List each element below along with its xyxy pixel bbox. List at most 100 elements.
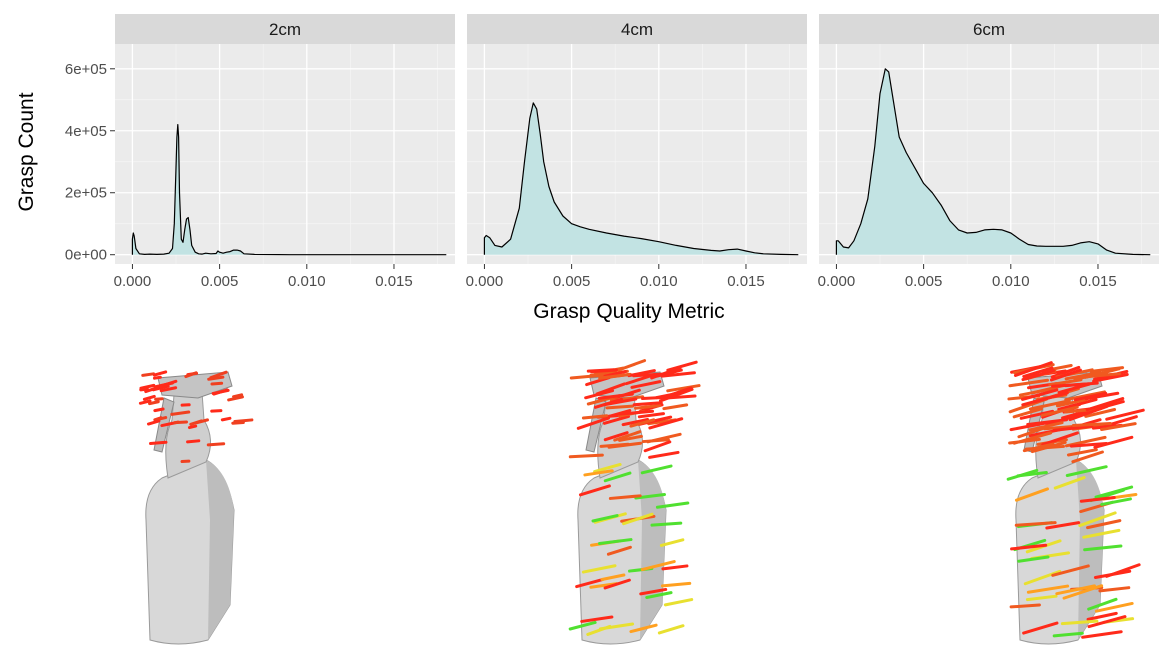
grasp-segment xyxy=(1068,405,1109,422)
grasp-segment xyxy=(1061,405,1102,420)
grasp-segment xyxy=(1060,619,1099,626)
grasp-segment xyxy=(641,395,670,401)
grasp-segment xyxy=(1023,569,1062,586)
grasp-segment xyxy=(1050,365,1081,379)
grasp-segment xyxy=(1102,617,1135,624)
grasp-segment xyxy=(1026,418,1069,426)
grasp-segment xyxy=(1070,586,1104,591)
grasp-segment xyxy=(231,421,245,425)
panel-background xyxy=(115,44,455,264)
grasp-segment xyxy=(1030,551,1071,561)
grasp-segment xyxy=(1010,543,1048,551)
grasp-segment xyxy=(1010,363,1053,374)
grasp-segment xyxy=(1087,615,1127,629)
x-tick-label: 0.000 xyxy=(466,273,504,290)
grasp-segment xyxy=(153,416,163,422)
grasp-segment xyxy=(602,397,638,407)
grasp-segment xyxy=(630,380,662,389)
x-tick-label: 0.005 xyxy=(201,273,239,290)
grasp-segment xyxy=(1079,500,1114,514)
grasp-segment xyxy=(650,521,683,527)
x-tick-label: 0.010 xyxy=(640,273,678,290)
grasp-segment xyxy=(232,393,244,399)
grasp-segment xyxy=(1093,370,1129,381)
grasp-segment xyxy=(187,424,198,430)
grasp-segment xyxy=(1081,630,1123,639)
strip-label: 2cm xyxy=(269,20,301,39)
grasp-segment xyxy=(195,418,209,425)
grasp-segment xyxy=(211,388,230,395)
grasp-segment xyxy=(1091,423,1123,430)
grasp-segment xyxy=(655,391,681,400)
grasp-segment xyxy=(1043,424,1083,431)
grasp-segment xyxy=(1025,539,1062,554)
grasp-segment xyxy=(596,413,630,419)
grasp-segment xyxy=(1092,373,1129,383)
facet-panel-6cm: 6cm 0.000 0.005 0.010 0.015 xyxy=(818,14,1159,290)
grasp-segment xyxy=(1028,399,1071,411)
grasp-segment xyxy=(160,420,180,428)
grasp-segment xyxy=(591,514,619,523)
grasp-segment xyxy=(586,368,616,373)
grasp-segment xyxy=(594,366,625,375)
grasp-segment xyxy=(620,514,656,523)
grasp-segment xyxy=(640,560,676,572)
bottle-body xyxy=(1015,459,1105,645)
bottle-render-2cm xyxy=(138,370,254,645)
grasp-segment xyxy=(617,434,643,442)
grasp-segment xyxy=(1022,442,1055,453)
grasp-segment xyxy=(1064,381,1099,388)
grasp-segment xyxy=(568,620,597,631)
grasp-segment xyxy=(1051,382,1091,388)
grasp-segment xyxy=(1052,424,1094,432)
grasp-segment xyxy=(1009,421,1050,432)
bottle-body xyxy=(145,459,235,645)
grasp-segment xyxy=(1062,406,1102,414)
grasp-segment xyxy=(613,430,642,442)
bottle-neck xyxy=(165,391,211,479)
bottle-body-shade xyxy=(1076,460,1104,640)
grasp-segment xyxy=(1049,368,1082,382)
grasp-segment xyxy=(1006,468,1039,481)
grasp-segment xyxy=(149,440,168,445)
grasp-segment xyxy=(1105,563,1141,578)
grasp-segment xyxy=(146,419,161,426)
grasp-segment xyxy=(227,395,244,402)
grasp-segment xyxy=(609,395,645,403)
grasp-segment xyxy=(1053,476,1086,490)
grasp-segment xyxy=(1019,409,1055,420)
grasp-segment xyxy=(1073,391,1108,402)
x-tick-label: 0.015 xyxy=(1079,273,1117,290)
grasp-segment xyxy=(1014,487,1050,502)
grasp-segment xyxy=(1065,465,1108,477)
grasp-segment xyxy=(1022,621,1059,635)
grasp-segment xyxy=(598,538,633,546)
x-tick-label: 0.010 xyxy=(992,273,1030,290)
strip-background xyxy=(819,14,1159,44)
grasp-segment xyxy=(1064,435,1107,448)
grasp-segment xyxy=(1062,584,1104,600)
grasp-segment xyxy=(1094,485,1134,499)
grasp-segment xyxy=(608,494,642,500)
grasp-segment xyxy=(1013,363,1055,375)
bottle-neck xyxy=(597,391,643,479)
grasp-segment xyxy=(1008,397,1049,414)
grasp-segment xyxy=(617,359,647,372)
bottle-neck xyxy=(1035,391,1081,479)
grasp-segment xyxy=(1098,586,1131,593)
grasp-segment xyxy=(568,453,604,459)
grasp-segment xyxy=(1016,521,1054,529)
grasp-segment xyxy=(233,418,254,424)
grasp-segment xyxy=(629,418,656,428)
grasp-segment xyxy=(627,567,654,573)
grasp-segment xyxy=(1025,594,1058,602)
grasp-segment xyxy=(1022,366,1054,378)
grasp-segment xyxy=(598,622,635,631)
grasp-segment xyxy=(601,370,627,379)
y-tick-label: 0e+00 xyxy=(65,247,107,264)
grasp-segment xyxy=(138,399,152,405)
grasp-segment xyxy=(1066,448,1098,457)
grasp-segment xyxy=(593,397,624,409)
sprayer-trigger xyxy=(153,397,175,453)
grasp-segment xyxy=(617,409,655,416)
